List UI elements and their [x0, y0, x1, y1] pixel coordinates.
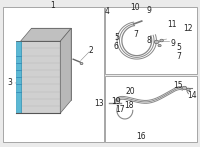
Polygon shape	[21, 41, 60, 113]
Text: 14: 14	[188, 91, 197, 100]
Text: 17: 17	[115, 105, 125, 114]
Circle shape	[158, 44, 161, 47]
Polygon shape	[60, 28, 71, 113]
Text: 5: 5	[176, 43, 181, 52]
Text: 6: 6	[113, 42, 118, 51]
Text: 20: 20	[126, 87, 136, 96]
Circle shape	[154, 40, 159, 44]
Text: 8: 8	[147, 36, 152, 45]
Text: 11: 11	[167, 20, 177, 29]
Text: 4: 4	[105, 7, 109, 16]
Bar	[16, 41, 21, 113]
Circle shape	[160, 39, 163, 42]
Text: 5: 5	[114, 33, 119, 42]
Text: 9: 9	[147, 6, 152, 15]
Polygon shape	[21, 28, 71, 41]
Circle shape	[187, 88, 190, 91]
Text: 2: 2	[89, 46, 93, 55]
Bar	[105, 7, 197, 74]
Text: 3: 3	[8, 78, 13, 87]
Circle shape	[182, 86, 187, 90]
Text: 7: 7	[176, 52, 181, 61]
Text: 12: 12	[184, 25, 193, 34]
Text: 19: 19	[111, 97, 121, 106]
Bar	[105, 76, 197, 142]
Text: 16: 16	[136, 132, 146, 141]
Text: 18: 18	[125, 101, 134, 110]
Text: 15: 15	[174, 81, 183, 90]
Text: 13: 13	[94, 99, 104, 108]
Text: 10: 10	[130, 3, 140, 12]
Text: 9: 9	[170, 39, 175, 48]
Circle shape	[80, 62, 83, 65]
Text: 1: 1	[50, 1, 55, 10]
Text: 7: 7	[134, 30, 139, 39]
Bar	[3, 7, 104, 142]
